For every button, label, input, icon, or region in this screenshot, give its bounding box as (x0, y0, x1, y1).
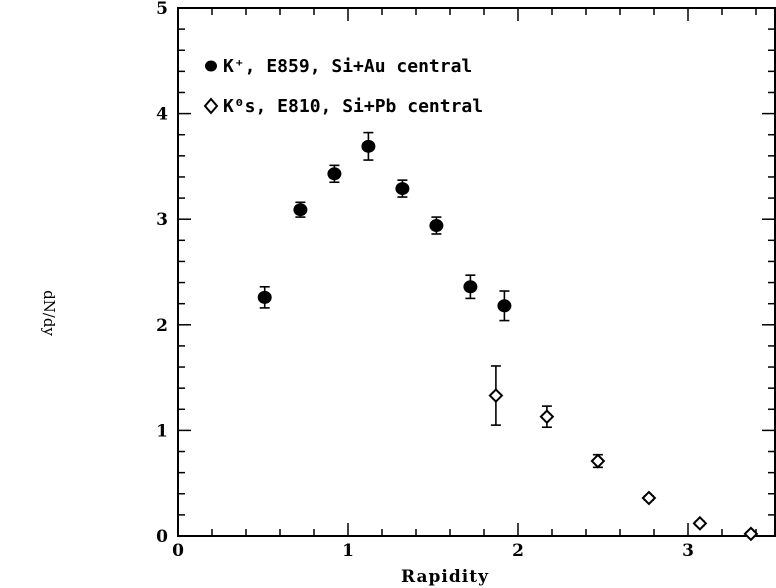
x-axis-label: Rapidity (401, 567, 489, 587)
error-bars (259, 131, 756, 537)
data-point-k0s (590, 453, 606, 469)
data-point-k-plus (463, 280, 478, 294)
plot-border (177, 7, 776, 537)
legend-marker-open-diamond (203, 97, 219, 115)
data-point-k-plus (293, 203, 308, 217)
data-point-k-plus (327, 167, 342, 181)
axis-ticks (177, 7, 775, 537)
y-axis-label: dN/dy (40, 290, 58, 336)
data-points (257, 139, 759, 542)
legend-entry-k0s: K⁰s, E810, Si+Pb central (203, 96, 483, 117)
data-point-k0s (539, 409, 555, 425)
y-tick-label: 4 (156, 105, 168, 125)
data-point-k-plus (429, 219, 444, 233)
data-point-k-plus (361, 139, 376, 153)
x-tick-label: 1 (342, 541, 354, 561)
y-tick-label: 1 (156, 421, 168, 441)
data-point-k-plus (497, 299, 512, 313)
data-point-k-plus (395, 182, 410, 196)
data-point-k0s (692, 515, 708, 531)
data-point-k0s (641, 490, 657, 506)
x-tick-label: 3 (682, 541, 694, 561)
data-point-k0s (743, 526, 759, 542)
y-tick-label: 0 (156, 527, 168, 547)
x-tick-label: 2 (512, 541, 524, 561)
x-tick-label: 0 (172, 541, 184, 561)
legend-entry-k-plus: K⁺, E859, Si+Au central (205, 56, 472, 77)
tick-labels: 0 1 2 3 0 1 2 3 4 5 (156, 0, 694, 561)
legend-label-k0s: K⁰s, E810, Si+Pb central (223, 96, 483, 117)
legend: K⁺, E859, Si+Au central K⁰s, E810, Si+Pb… (203, 56, 483, 117)
legend-label-k-plus: K⁺, E859, Si+Au central (223, 56, 472, 77)
legend-marker-filled-circle (205, 60, 217, 72)
y-tick-label: 5 (156, 0, 168, 19)
plot-frame (177, 7, 776, 537)
y-tick-label: 3 (156, 210, 168, 230)
data-point-k0s (488, 388, 504, 403)
data-point-k-plus (257, 290, 272, 304)
y-tick-label: 2 (156, 316, 168, 336)
